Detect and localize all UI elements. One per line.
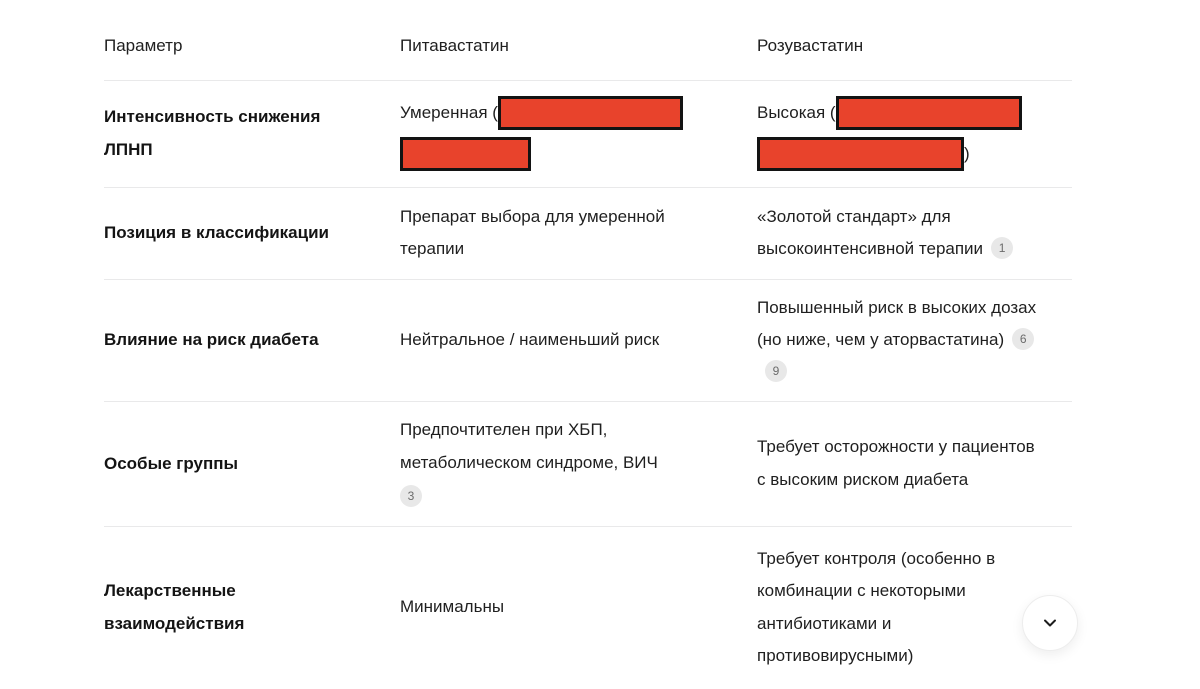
table-row: Позиция в классификации Препарат выбора … [104,188,1072,280]
citation-badge[interactable]: 1 [991,236,1014,259]
table-header-row: Параметр Питавастатин Розувастатин [104,30,1072,81]
row-param-label: Интенсивность снижения ЛПНП [104,107,321,159]
cell-text: Минимальны [400,597,505,617]
column-header-parameter: Параметр [104,36,183,55]
redacted-region [497,96,683,130]
chevron-down-icon [1041,614,1059,632]
table-row: Интенсивность снижения ЛПНП Умеренная ( … [104,81,1072,188]
citation-badge[interactable]: 9 [765,360,787,383]
row-param-label: Влияние на риск диабета [104,330,319,349]
row-param-label: Позиция в классификации [104,222,329,242]
redacted-region [400,137,531,171]
scroll-down-button[interactable] [1022,595,1078,651]
cell-text: Нейтральное / наименьший риск [400,330,660,349]
redacted-region [835,96,1022,130]
table-row: Особые группы Предпочтителен при ХБП, ме… [104,402,1072,527]
cell-text: Требует осторожности у пациентов с высок… [757,437,1035,489]
cell-text: Повышенный риск в высоких дозах (но ниже… [757,297,1037,350]
citation-badge[interactable]: 3 [400,484,422,507]
comparison-table: Параметр Питавастатин Розувастатин Интен… [104,30,1072,689]
cell-text: Препарат выбора для умеренной терапии [400,206,665,259]
table-row: Влияние на риск диабета Нейтральное / на… [104,280,1072,402]
table-row: Лекарственные взаимодействия Минимальны … [104,527,1072,689]
cell-text: Требует контроля (особенно в комбинации … [757,548,996,666]
row-param-label: Лекарственные взаимодействия [104,581,245,633]
cell-text-prefix: Умеренная ( [400,102,498,122]
redacted-region [757,137,964,171]
cell-text-suffix: ) [964,143,970,163]
cell-text-prefix: Высокая ( [757,102,836,122]
cell-text: Предпочтителен при ХБП, метаболическом с… [400,420,658,472]
column-header-pitavastatin: Питавастатин [400,36,509,55]
cell-text: «Золотой стандарт» для высокоинтенсивной… [757,206,984,259]
column-header-rosuvastatin: Розувастатин [757,36,864,55]
citation-badge[interactable]: 6 [1012,327,1035,350]
row-param-label: Особые группы [104,453,239,473]
